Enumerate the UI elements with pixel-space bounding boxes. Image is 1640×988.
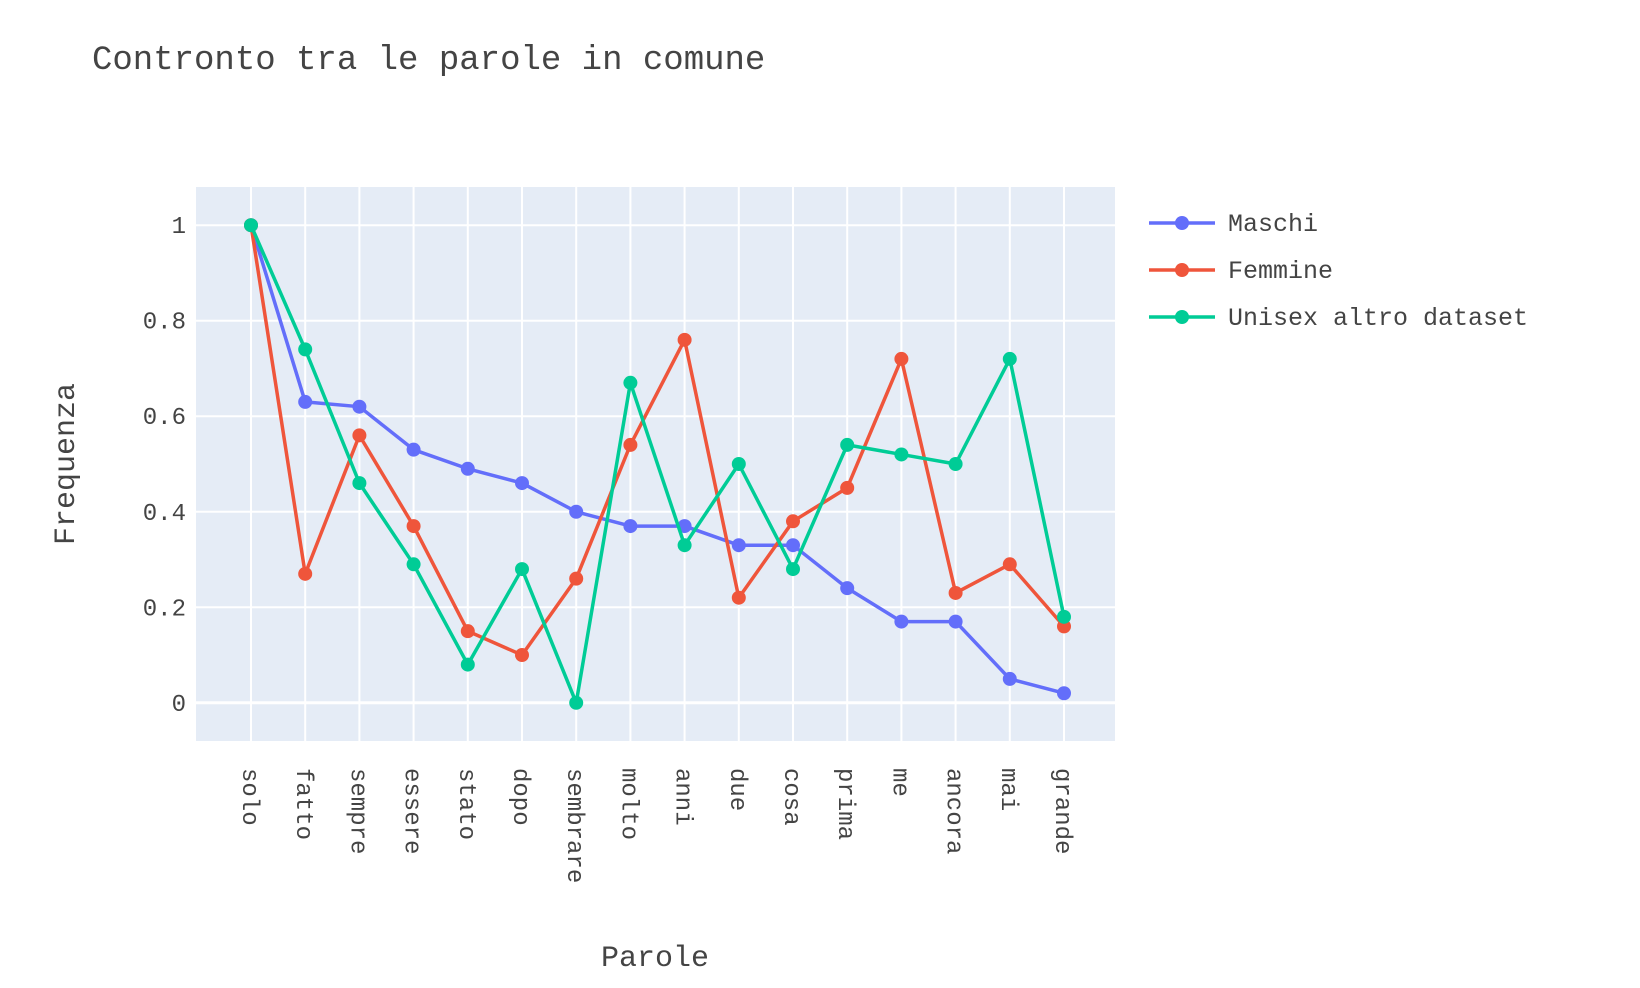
x-tick-label: due	[723, 768, 750, 811]
data-point[interactable]	[786, 538, 800, 553]
y-axis-ticks: 0 0.2 0.4 0.6 0.8 1	[143, 214, 186, 719]
data-point[interactable]	[352, 476, 367, 491]
data-point[interactable]	[460, 461, 475, 476]
data-point[interactable]	[569, 695, 584, 710]
data-point[interactable]	[731, 457, 746, 471]
x-tick-label: mai	[994, 768, 1021, 811]
data-point[interactable]	[894, 447, 909, 462]
data-point[interactable]	[406, 557, 421, 572]
legend-item-1[interactable]: Maschi	[1149, 210, 1318, 239]
x-tick-label: prima	[831, 768, 858, 840]
legend-label: Unisex altro dataset	[1228, 304, 1528, 333]
data-point[interactable]	[406, 442, 421, 457]
data-point[interactable]	[786, 514, 800, 529]
data-point[interactable]	[840, 480, 855, 495]
data-point[interactable]	[894, 614, 909, 629]
data-point[interactable]	[515, 648, 529, 663]
x-tick-label: dopo	[506, 768, 533, 826]
x-tick-label: ancora	[940, 768, 967, 854]
grid	[196, 187, 1115, 741]
y-tick-label: 0.4	[143, 501, 186, 528]
legend[interactable]: Maschi Femmine Unisex altro dataset	[1149, 210, 1528, 333]
data-point[interactable]	[623, 437, 638, 452]
data-point[interactable]	[948, 614, 963, 629]
x-tick-label: sempre	[343, 768, 370, 854]
series-line-2	[249, 224, 1066, 657]
data-point[interactable]	[569, 504, 584, 519]
series-layer	[244, 218, 1071, 710]
data-point[interactable]	[515, 562, 529, 577]
data-point[interactable]	[1002, 671, 1017, 686]
data-point[interactable]	[731, 538, 746, 553]
x-tick-label: stato	[452, 768, 479, 840]
x-tick-label: sembrare	[560, 768, 587, 883]
legend-marker	[1175, 216, 1189, 230]
data-point[interactable]	[460, 657, 475, 672]
legend-item-3[interactable]: Unisex altro dataset	[1149, 304, 1528, 333]
data-point[interactable]	[731, 590, 746, 605]
x-tick-label: anni	[669, 768, 696, 826]
x-tick-label: essere	[398, 768, 425, 854]
x-axis-ticks: solo fatto sempre essere stato dopo sembrare mo…	[235, 768, 1075, 883]
x-tick-label: solo	[235, 768, 262, 826]
data-point[interactable]	[515, 476, 529, 491]
data-point[interactable]	[1002, 351, 1017, 366]
data-point[interactable]	[1002, 557, 1017, 572]
x-tick-label: cosa	[777, 768, 804, 826]
series-line-3	[249, 224, 1066, 705]
data-point[interactable]	[298, 394, 313, 409]
data-point[interactable]	[352, 428, 367, 443]
data-point[interactable]	[840, 581, 855, 596]
legend-label: Maschi	[1228, 210, 1318, 239]
x-tick-label: molto	[614, 768, 641, 840]
legend-marker	[1175, 263, 1189, 277]
data-point[interactable]	[352, 399, 367, 414]
chart-title: Contronto tra le parole in comune	[92, 42, 765, 80]
legend-marker	[1175, 310, 1189, 324]
x-tick-label: fatto	[289, 768, 316, 840]
data-point[interactable]	[677, 538, 692, 553]
data-point[interactable]	[623, 519, 638, 534]
data-point[interactable]	[406, 519, 421, 534]
y-axis-title: Frequenza	[50, 383, 84, 545]
y-tick-label: 1	[172, 214, 186, 241]
y-tick-label: 0.6	[143, 405, 186, 432]
x-tick-label: me	[885, 768, 912, 797]
x-tick-label: grande	[1048, 768, 1075, 854]
data-point[interactable]	[1057, 609, 1071, 624]
data-point[interactable]	[894, 351, 909, 366]
legend-label: Femmine	[1228, 257, 1333, 286]
data-point[interactable]	[460, 624, 475, 639]
y-tick-label: 0.2	[143, 596, 186, 623]
data-point[interactable]	[1057, 686, 1071, 701]
data-point[interactable]	[244, 218, 258, 233]
data-point[interactable]	[298, 342, 313, 357]
y-tick-label: 0.8	[143, 310, 186, 337]
y-tick-label: 0	[172, 692, 186, 719]
series-line-1	[249, 224, 1065, 695]
plot-area	[196, 187, 1115, 741]
data-point[interactable]	[569, 571, 584, 586]
x-axis-title: Parole	[601, 942, 709, 976]
legend-item-2[interactable]: Femmine	[1149, 257, 1333, 286]
data-point[interactable]	[623, 375, 638, 390]
data-point[interactable]	[948, 457, 963, 471]
data-point[interactable]	[677, 332, 692, 347]
data-point[interactable]	[298, 566, 313, 581]
data-point[interactable]	[948, 585, 963, 600]
data-point[interactable]	[840, 437, 855, 452]
data-point[interactable]	[786, 562, 800, 577]
